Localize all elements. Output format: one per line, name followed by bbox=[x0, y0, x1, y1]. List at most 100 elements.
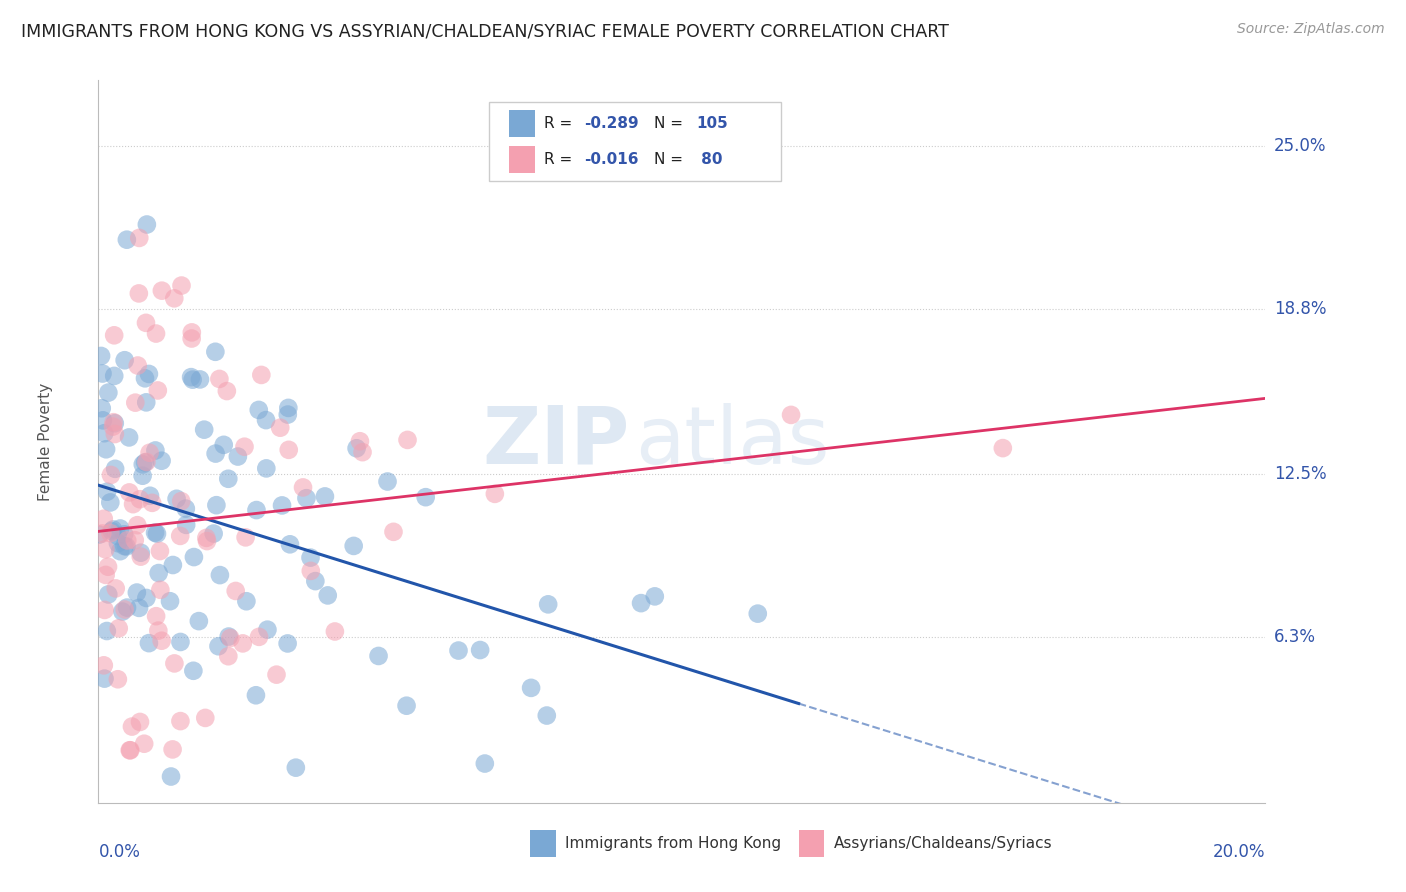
Point bbox=[129, 549, 152, 564]
Text: -0.289: -0.289 bbox=[583, 116, 638, 131]
Text: 105: 105 bbox=[696, 116, 728, 131]
Point bbox=[180, 332, 202, 346]
Point bbox=[94, 542, 117, 557]
Point bbox=[235, 530, 257, 544]
Point bbox=[149, 582, 172, 597]
Point bbox=[170, 494, 193, 508]
Point bbox=[247, 630, 270, 644]
Point bbox=[343, 539, 366, 553]
Point bbox=[187, 614, 209, 628]
Point bbox=[269, 420, 291, 434]
Point bbox=[91, 367, 114, 381]
Point bbox=[245, 503, 267, 517]
Text: R =: R = bbox=[544, 153, 578, 168]
Point bbox=[93, 658, 115, 673]
Bar bbox=[509, 146, 534, 173]
Point bbox=[277, 636, 299, 650]
Point bbox=[107, 529, 129, 543]
Point bbox=[169, 714, 191, 728]
Point bbox=[169, 635, 191, 649]
Point bbox=[174, 501, 197, 516]
Text: N =: N = bbox=[654, 116, 688, 131]
Text: -0.016: -0.016 bbox=[583, 153, 638, 168]
Point bbox=[128, 492, 150, 507]
Point bbox=[103, 415, 125, 429]
Point bbox=[163, 657, 186, 671]
Point bbox=[118, 743, 141, 757]
Point bbox=[145, 443, 167, 458]
Point bbox=[149, 544, 172, 558]
Point bbox=[112, 539, 135, 553]
Point bbox=[90, 349, 112, 363]
Point bbox=[195, 531, 218, 545]
Point bbox=[159, 594, 181, 608]
Point bbox=[118, 485, 141, 500]
Point bbox=[218, 630, 240, 644]
Point bbox=[104, 462, 127, 476]
Point bbox=[277, 408, 299, 422]
Point bbox=[129, 714, 152, 729]
Point bbox=[180, 370, 202, 384]
Point bbox=[630, 596, 652, 610]
Point bbox=[108, 522, 131, 536]
Point bbox=[349, 434, 371, 449]
Point bbox=[138, 446, 160, 460]
Point bbox=[129, 546, 152, 560]
Point bbox=[135, 395, 157, 409]
Point bbox=[120, 743, 142, 757]
Point bbox=[103, 328, 125, 343]
Point bbox=[115, 233, 138, 247]
Point bbox=[160, 770, 183, 784]
Point bbox=[111, 605, 134, 619]
Point bbox=[323, 624, 346, 639]
Point bbox=[205, 498, 228, 512]
Point bbox=[96, 484, 118, 499]
Point bbox=[100, 524, 122, 538]
Point bbox=[128, 286, 150, 301]
Point bbox=[232, 636, 254, 650]
Point bbox=[93, 672, 115, 686]
Point bbox=[396, 433, 419, 447]
Point bbox=[94, 568, 117, 582]
Point bbox=[266, 667, 288, 681]
Point bbox=[135, 591, 157, 605]
Point bbox=[277, 401, 299, 415]
Point bbox=[991, 441, 1014, 455]
Point bbox=[536, 708, 558, 723]
Point bbox=[115, 540, 138, 554]
Point bbox=[90, 401, 112, 416]
Text: 18.8%: 18.8% bbox=[1274, 300, 1326, 318]
Point bbox=[146, 526, 169, 541]
Point bbox=[395, 698, 418, 713]
Point bbox=[138, 636, 160, 650]
Point bbox=[112, 527, 135, 541]
Point bbox=[91, 413, 114, 427]
Point bbox=[468, 643, 491, 657]
Point bbox=[233, 440, 256, 454]
Point bbox=[193, 423, 215, 437]
Point bbox=[125, 585, 148, 599]
Point bbox=[537, 598, 560, 612]
Text: 20.0%: 20.0% bbox=[1213, 843, 1265, 861]
Point bbox=[148, 624, 170, 638]
Point bbox=[415, 490, 437, 504]
Point bbox=[474, 756, 496, 771]
Point bbox=[103, 368, 125, 383]
Point bbox=[131, 468, 153, 483]
Point bbox=[97, 587, 120, 601]
Point bbox=[256, 623, 278, 637]
Point bbox=[204, 344, 226, 359]
Point bbox=[117, 533, 139, 548]
Point bbox=[150, 633, 173, 648]
Point bbox=[135, 218, 157, 232]
Point bbox=[124, 533, 146, 548]
Point bbox=[96, 624, 118, 638]
Point bbox=[132, 458, 155, 472]
Text: N =: N = bbox=[654, 153, 688, 168]
Point bbox=[124, 395, 146, 409]
Bar bbox=[509, 110, 534, 137]
Text: 6.3%: 6.3% bbox=[1274, 628, 1316, 647]
Point bbox=[247, 403, 270, 417]
Point bbox=[114, 602, 136, 616]
Point bbox=[292, 480, 315, 494]
